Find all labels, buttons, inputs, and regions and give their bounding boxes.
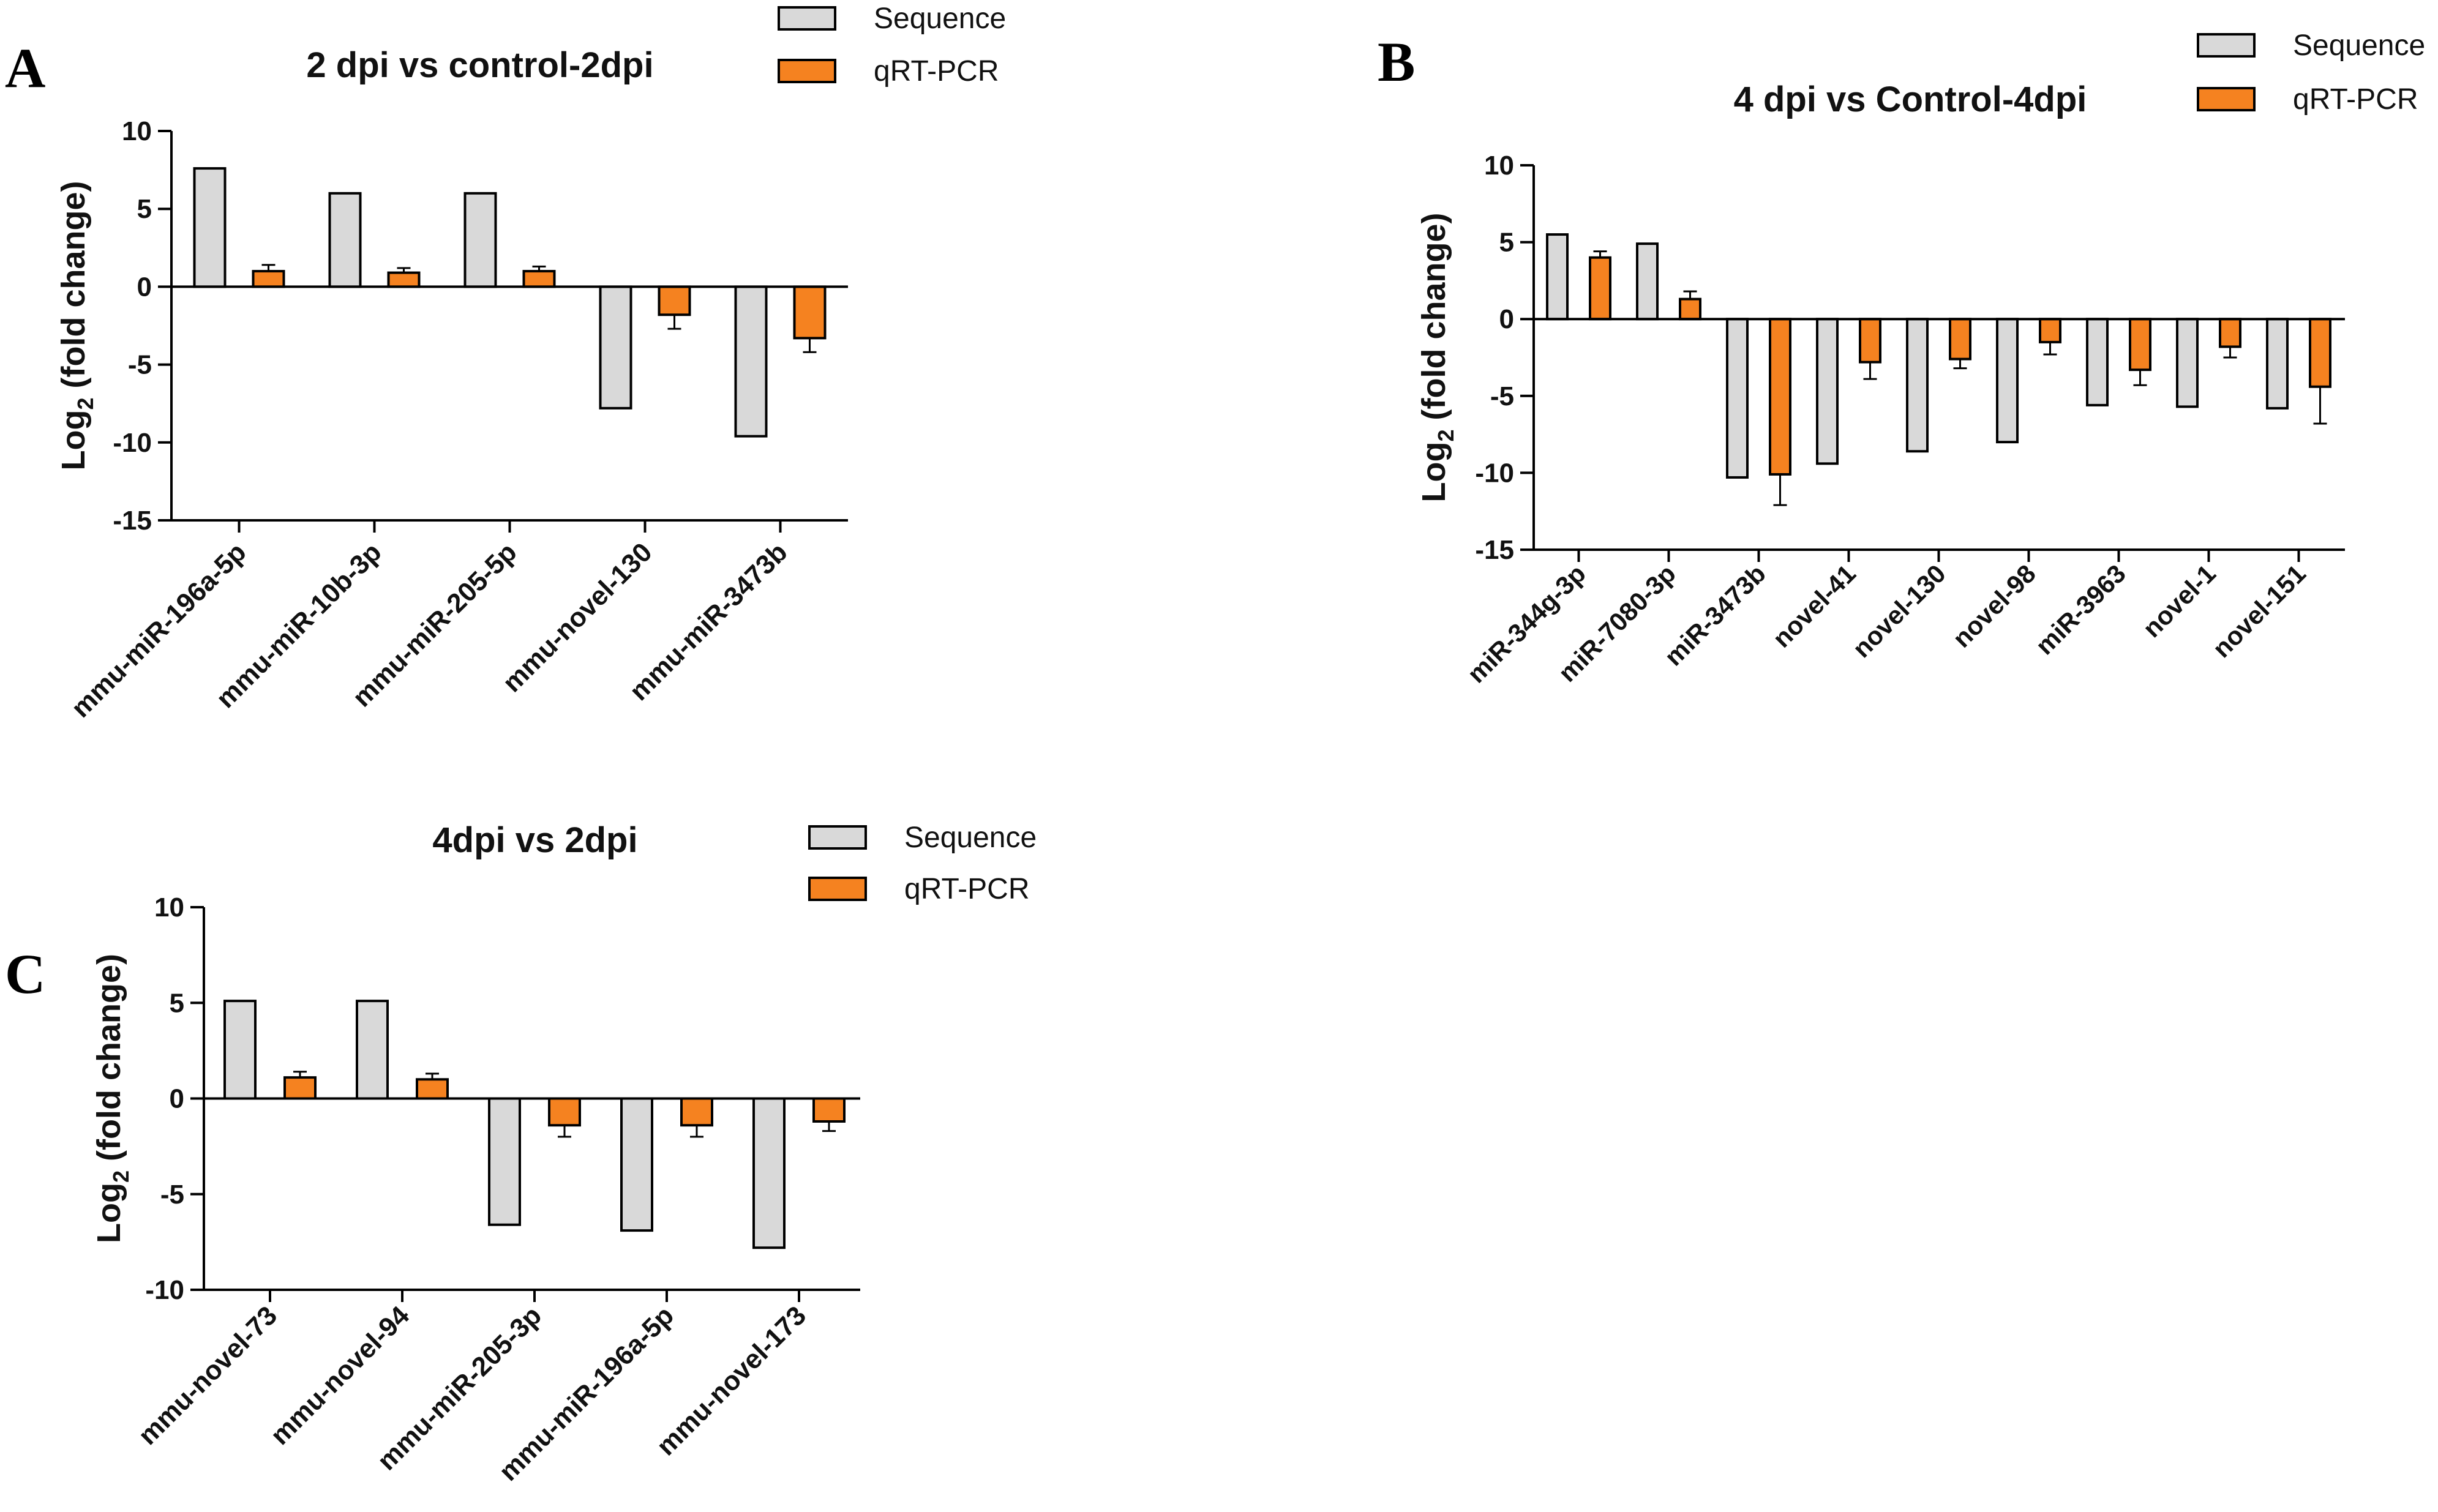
sequence-bar-2 xyxy=(463,192,497,288)
sequence-bar-7 xyxy=(2176,318,2199,408)
y-tick-label-3: -5 xyxy=(128,350,152,380)
sequence-bar-3 xyxy=(620,1097,653,1232)
qrtpcr-bar-3 xyxy=(658,285,691,316)
y-axis-label: Log2 (fold change) xyxy=(91,954,133,1243)
legend-swatch-sequence xyxy=(2197,33,2256,58)
qrtpcr-bar-8 xyxy=(2309,318,2331,388)
y-axis-label-subscript: 2 xyxy=(1433,429,1458,441)
y-tick-label-0: 10 xyxy=(154,893,184,923)
qrtpcr-bar-0 xyxy=(283,1076,317,1100)
legend-label-sequence: Sequence xyxy=(2293,29,2425,62)
legend-swatch-qrtpcr xyxy=(808,877,867,901)
qrtpcr-bar-7 xyxy=(2219,318,2241,348)
y-tick-label-5: -15 xyxy=(1475,535,1514,565)
y-axis-label-rest: (fold change) xyxy=(55,181,92,398)
y-tick-label-1: 5 xyxy=(137,194,152,224)
panel-c: C 4dpi vs 2dpi mmu-novel-73mmu-novel-94m… xyxy=(5,820,1037,1487)
qrtpcr-bar-5 xyxy=(2039,318,2061,343)
category-label-7: novel-1 xyxy=(2137,559,2221,643)
y-tick-label-1: 5 xyxy=(1499,228,1514,258)
qrtpcr-bar-2 xyxy=(548,1097,581,1127)
category-label-8: novel-151 xyxy=(2207,559,2311,663)
category-label-4: novel-130 xyxy=(1847,559,1951,663)
category-label-5: novel-98 xyxy=(1947,559,2041,653)
sequence-bar-4 xyxy=(734,285,768,438)
y-tick-label-1: 5 xyxy=(170,988,184,1018)
legend-label-qrtpcr: qRT-PCR xyxy=(874,55,999,88)
y-tick-label-3: -5 xyxy=(160,1180,184,1210)
category-label-3: novel-41 xyxy=(1767,559,1861,653)
qrtpcr-bar-2 xyxy=(522,269,556,288)
legend-swatch-qrtpcr xyxy=(778,59,836,83)
y-axis-label-subscript: 2 xyxy=(73,397,98,410)
sequence-bar-2 xyxy=(488,1097,521,1226)
y-tick-label-2: 0 xyxy=(1499,304,1514,334)
y-axis-label-main: Log xyxy=(91,1183,127,1243)
qrtpcr-bar-4 xyxy=(1949,318,1971,361)
legend-swatch-sequence xyxy=(778,6,836,31)
qrtpcr-bar-6 xyxy=(2129,318,2151,372)
sequence-bar-3 xyxy=(1816,318,1839,465)
panel-letter-c: C xyxy=(5,943,45,1005)
chart-title-b: 4 dpi vs Control-4dpi xyxy=(1734,80,2087,119)
y-tick-label-2: 0 xyxy=(170,1084,184,1114)
legend-label-qrtpcr: qRT-PCR xyxy=(2293,83,2418,116)
y-axis-label-subscript: 2 xyxy=(108,1170,133,1183)
legend-swatch-sequence xyxy=(808,825,867,850)
y-tick-label-4: -10 xyxy=(145,1275,184,1305)
panel-a: A 2 dpi vs control-2dpi mmu-miR-196a-5pm… xyxy=(5,2,1006,724)
y-axis-label-main: Log xyxy=(1416,442,1452,503)
sequence-bar-8 xyxy=(2266,318,2289,410)
sequence-bar-1 xyxy=(1636,242,1659,321)
qrtpcr-bar-4 xyxy=(812,1097,846,1123)
y-axis-label-rest: (fold change) xyxy=(1416,213,1452,430)
legend-label-sequence: Sequence xyxy=(904,821,1037,854)
sequence-bar-4 xyxy=(752,1097,786,1249)
qrtpcr-bar-0 xyxy=(1589,256,1611,321)
y-axis-label: Log2 (fold change) xyxy=(1416,213,1458,503)
qrtpcr-bar-3 xyxy=(1859,318,1881,364)
y-tick-label-4: -10 xyxy=(1475,458,1514,488)
qrtpcr-bar-3 xyxy=(680,1097,713,1127)
y-tick-label-0: 10 xyxy=(1484,151,1514,181)
sequence-bar-1 xyxy=(328,192,362,288)
sequence-bar-0 xyxy=(223,1000,257,1100)
sequence-bar-6 xyxy=(2086,318,2109,406)
sequence-bar-0 xyxy=(193,167,227,288)
sequence-bar-2 xyxy=(1726,318,1749,479)
y-axis-label-rest: (fold change) xyxy=(91,954,127,1170)
y-tick-label-2: 0 xyxy=(137,272,152,302)
y-axis-label-main: Log xyxy=(55,410,92,471)
panel-letter-a: A xyxy=(5,37,45,99)
legend-label-sequence: Sequence xyxy=(874,2,1006,35)
y-tick-label-5: -15 xyxy=(113,506,152,536)
y-tick-label-4: -10 xyxy=(113,428,152,458)
panel-b: B 4 dpi vs Control-4dpi miR-344g-3pmiR-7… xyxy=(1378,29,2425,689)
qrtpcr-bar-1 xyxy=(1679,298,1701,321)
category-label-6: miR-3963 xyxy=(2030,559,2131,660)
y-tick-label-3: -5 xyxy=(1490,381,1514,411)
category-label-0: mmu-novel-73 xyxy=(132,1300,283,1451)
sequence-bar-1 xyxy=(356,1000,389,1100)
category-label-1: mmu-novel-94 xyxy=(264,1300,415,1451)
legend-label-qrtpcr: qRT-PCR xyxy=(904,873,1030,905)
qrtpcr-bar-4 xyxy=(793,285,827,340)
sequence-bar-5 xyxy=(1996,318,2019,444)
panel-letter-b: B xyxy=(1378,31,1415,93)
qrtpcr-bar-1 xyxy=(387,271,421,288)
sequence-bar-4 xyxy=(1906,318,1929,453)
legend-swatch-qrtpcr xyxy=(2197,87,2256,111)
qrtpcr-bar-1 xyxy=(416,1078,449,1100)
sequence-bar-3 xyxy=(599,285,632,410)
y-tick-label-0: 10 xyxy=(122,116,152,146)
qrtpcr-bar-2 xyxy=(1769,318,1791,476)
qrtpcr-bar-0 xyxy=(252,269,285,288)
category-label-3: mmu-novel-130 xyxy=(497,537,658,698)
sequence-bar-0 xyxy=(1546,233,1569,321)
chart-title-c: 4dpi vs 2dpi xyxy=(432,820,637,860)
y-axis-label: Log2 (fold change) xyxy=(55,181,98,471)
chart-title-a: 2 dpi vs control-2dpi xyxy=(306,45,653,85)
